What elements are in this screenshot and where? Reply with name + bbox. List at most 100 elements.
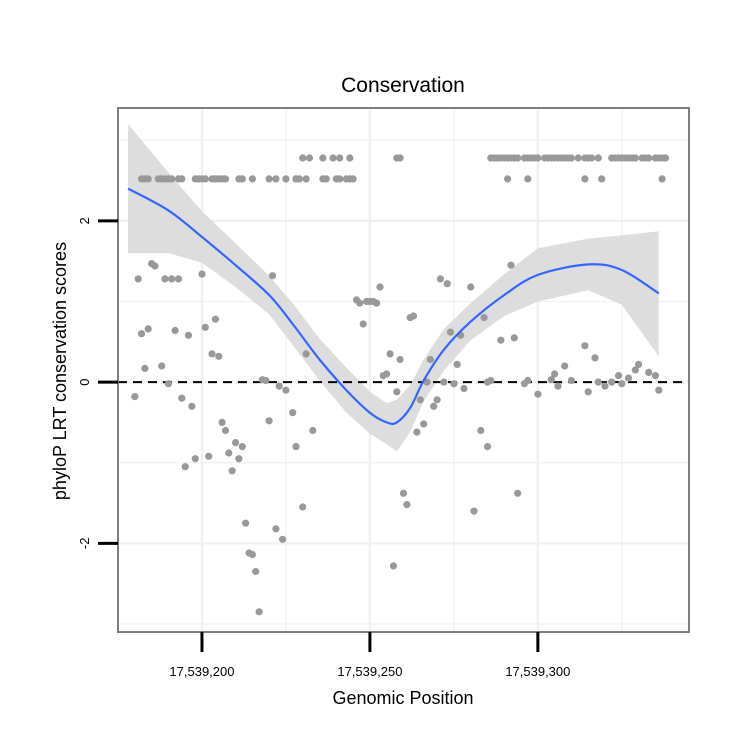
data-point (299, 503, 307, 511)
y-axis-title: phyloP LRT conservation scores (50, 242, 70, 500)
data-point (144, 175, 152, 183)
data-point (581, 342, 589, 350)
data-point (238, 175, 246, 183)
data-point (373, 299, 381, 307)
data-point (305, 154, 314, 162)
data-point (168, 275, 176, 283)
data-point (493, 154, 502, 162)
data-point (631, 366, 639, 374)
data-point (507, 261, 515, 269)
data-point (547, 376, 555, 384)
data-point (487, 376, 495, 385)
data-point (295, 175, 303, 183)
data-point (655, 386, 663, 394)
data-point (309, 426, 317, 435)
data-point (282, 386, 290, 394)
data-point (279, 535, 287, 543)
data-point (137, 330, 146, 338)
plot-panel (117, 107, 690, 633)
data-point (658, 175, 666, 183)
data-point (608, 378, 616, 386)
data-point (410, 312, 418, 320)
x-axis: 17,539,200 17,539,250 17,539,300 (169, 632, 570, 679)
data-point (282, 175, 290, 183)
data-point (551, 370, 559, 378)
data-point (161, 275, 169, 283)
data-point (594, 378, 602, 386)
data-point (483, 443, 492, 451)
data-point (171, 326, 179, 335)
data-point (144, 325, 152, 333)
data-point (661, 154, 670, 162)
data-point (346, 154, 354, 162)
data-point (591, 354, 599, 362)
data-point (319, 154, 327, 162)
data-point (430, 402, 438, 410)
data-point (151, 262, 159, 270)
data-point (191, 455, 199, 463)
data-point (504, 175, 512, 183)
x-tick-label: 17,539,200 (169, 664, 234, 679)
data-point (292, 443, 300, 451)
data-point (426, 355, 434, 364)
data-point (460, 384, 468, 393)
data-point (534, 390, 542, 398)
data-point (158, 362, 166, 370)
data-point (423, 378, 431, 386)
data-point (514, 154, 522, 162)
data-point (450, 380, 458, 388)
data-point (601, 382, 609, 390)
data-point (618, 380, 626, 388)
data-point (225, 449, 233, 457)
data-point (208, 350, 216, 358)
data-point (443, 280, 451, 288)
data-point (131, 393, 139, 401)
data-point (598, 175, 606, 183)
data-point (440, 378, 448, 386)
data-point (477, 426, 485, 435)
data-point (242, 519, 250, 527)
data-point (168, 175, 176, 183)
y-tick-label: 2 (77, 217, 92, 224)
data-point (141, 364, 149, 372)
data-point (561, 362, 569, 370)
data-point (218, 418, 226, 426)
data-point (446, 328, 455, 336)
data-point (514, 489, 522, 497)
data-point (265, 175, 273, 183)
data-point (467, 283, 475, 291)
data-point (524, 376, 532, 385)
y-tick-label: -2 (77, 538, 92, 550)
data-point (178, 394, 186, 402)
data-point (403, 501, 411, 509)
data-point (645, 154, 653, 162)
data-point (497, 336, 505, 344)
grid-lines (118, 108, 689, 632)
data-point (567, 154, 576, 162)
data-point (211, 315, 219, 323)
data-point (329, 154, 337, 162)
data-point (524, 175, 532, 183)
data-point (614, 372, 623, 380)
data-point (248, 551, 256, 559)
data-point (510, 334, 518, 342)
data-point (349, 175, 357, 183)
data-point (215, 352, 223, 360)
data-point (201, 323, 209, 331)
data-point (336, 175, 344, 183)
data-point (356, 299, 364, 307)
data-point (386, 350, 394, 358)
data-point (480, 314, 488, 322)
data-point (289, 409, 297, 417)
data-point (265, 417, 273, 425)
data-point (228, 467, 236, 475)
data-point (651, 372, 660, 380)
data-point (396, 355, 404, 364)
data-point (268, 272, 277, 280)
x-tick-label: 17,539,250 (337, 664, 402, 679)
data-point (645, 368, 653, 376)
data-point (436, 275, 444, 283)
data-point (359, 320, 367, 328)
data-point (413, 428, 421, 436)
